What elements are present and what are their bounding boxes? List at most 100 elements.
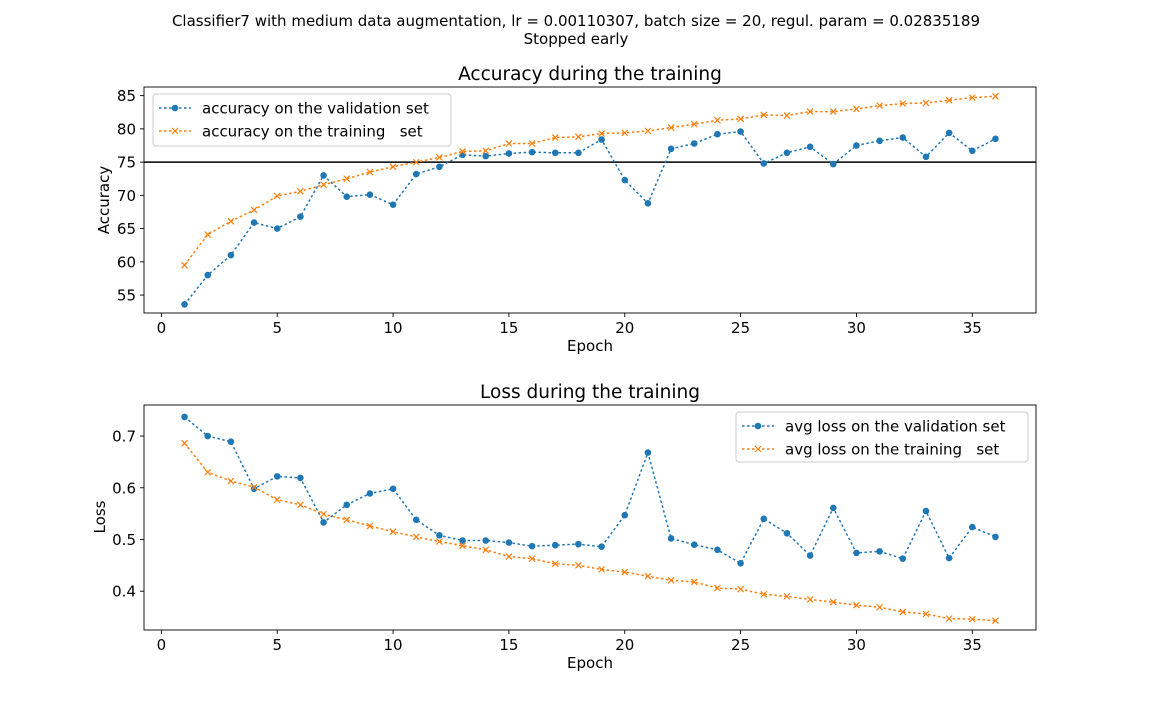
loss-data-point [366, 522, 374, 530]
accuracy-data-point [343, 193, 351, 200]
accuracy-legend-label: accuracy on the training set [202, 123, 423, 141]
loss-data-point [829, 598, 837, 606]
accuracy-x-tick-label: 0 [157, 319, 167, 337]
accuracy-data-point [876, 137, 883, 145]
loss-data-point [435, 538, 443, 545]
accuracy-chart: Accuracy during the training Epoch Accur… [95, 64, 1037, 355]
accuracy-data-point [992, 135, 999, 143]
accuracy-axes-frame [143, 86, 1037, 314]
accuracy-data-point [644, 200, 652, 207]
loss-data-point [551, 560, 559, 568]
accuracy-data-point [343, 175, 351, 183]
accuracy-data-point [320, 172, 327, 179]
loss-series-line [184, 416, 996, 565]
loss-data-point [273, 496, 281, 504]
accuracy-y-axis-label: Accuracy [95, 166, 113, 235]
accuracy-y-tick-label: 60 [117, 253, 136, 271]
accuracy-data-point [621, 176, 629, 184]
loss-data-point [737, 585, 745, 593]
accuracy-data-point [227, 251, 235, 259]
loss-data-point [760, 590, 768, 598]
loss-y-tick-label: 0.7 [112, 428, 136, 446]
loss-data-point [343, 516, 351, 524]
accuracy-data-point [436, 163, 443, 171]
loss-data-point [551, 541, 559, 549]
accuracy-data-point [598, 130, 606, 137]
loss-data-point [690, 541, 698, 548]
accuracy-data-point [876, 102, 884, 110]
loss-data-point [760, 515, 768, 523]
accuracy-data-point [250, 219, 258, 226]
loss-data-point [667, 576, 675, 584]
loss-data-point [714, 584, 721, 592]
loss-data-point [297, 474, 304, 482]
loss-data-point [528, 555, 536, 563]
accuracy-x-tick-label: 35 [963, 319, 982, 337]
loss-legend-label: avg loss on the validation set [785, 418, 1006, 436]
accuracy-data-point [505, 140, 513, 147]
accuracy-x-tick-label: 20 [615, 319, 634, 337]
accuracy-y-tick-label: 80 [117, 120, 136, 138]
accuracy-data-point [714, 130, 721, 138]
accuracy-data-point [968, 94, 976, 102]
loss-data-point [644, 572, 652, 580]
accuracy-data-point [296, 187, 304, 195]
loss-data-point [968, 523, 976, 531]
accuracy-data-point [297, 213, 304, 220]
accuracy-data-point [829, 160, 837, 168]
accuracy-data-point [621, 129, 629, 137]
loss-data-point [690, 578, 698, 586]
loss-data-point [459, 537, 466, 544]
loss-series-line [183, 442, 996, 622]
loss-data-point [343, 501, 351, 509]
loss-y-tick-label: 0.4 [112, 583, 136, 601]
loss-x-tick-label: 5 [272, 636, 282, 654]
loss-data-point [899, 608, 907, 616]
accuracy-legend-marker [171, 127, 179, 135]
accuracy-data-point [806, 108, 814, 116]
loss-legend-label: avg loss on the training set [785, 441, 999, 459]
loss-legend-box [735, 411, 1029, 463]
accuracy-data-point [968, 147, 976, 155]
figure-title: Classifier7 with medium data augmentatio… [172, 12, 980, 30]
accuracy-series-training [181, 92, 999, 269]
accuracy-data-point [320, 181, 327, 189]
loss-data-point [922, 507, 930, 515]
accuracy-x-tick-label: 5 [272, 319, 282, 337]
loss-data-point [459, 542, 466, 550]
accuracy-legend-box [152, 93, 452, 147]
loss-data-point [853, 549, 860, 557]
accuracy-data-point [598, 136, 605, 143]
accuracy-data-point [922, 99, 930, 107]
loss-data-point [806, 596, 814, 603]
accuracy-data-point [899, 134, 907, 141]
accuracy-data-point [435, 154, 443, 161]
loss-x-axis-label: Epoch [567, 654, 613, 672]
loss-data-point [227, 438, 235, 446]
accuracy-data-point [575, 149, 582, 157]
loss-data-point [389, 485, 397, 493]
loss-x-tick-label: 35 [963, 636, 982, 654]
accuracy-data-point [250, 206, 258, 214]
accuracy-legend-label: accuracy on the validation set [202, 100, 429, 118]
accuracy-data-point [389, 201, 397, 208]
loss-data-point [899, 555, 907, 562]
loss-data-point [181, 439, 188, 447]
loss-axes-frame [143, 404, 1037, 631]
loss-legend: avg loss on the validation set avg loss o… [735, 411, 1029, 463]
loss-data-point [667, 535, 675, 542]
loss-data-point [412, 516, 420, 524]
loss-y-axis-label: Loss [91, 500, 109, 533]
accuracy-data-point [667, 145, 675, 153]
accuracy-data-point [366, 168, 374, 176]
loss-data-point [806, 552, 814, 559]
accuracy-data-point [667, 124, 675, 131]
accuracy-y-tick-label: 70 [117, 187, 136, 205]
loss-data-point [783, 529, 791, 537]
loss-chart: Loss during the training Epoch Loss 0 5 10… [91, 382, 1037, 672]
loss-data-point [250, 483, 258, 491]
accuracy-data-point [690, 120, 698, 128]
loss-data-point [922, 610, 930, 618]
accuracy-data-point [528, 148, 536, 156]
accuracy-data-point [459, 148, 466, 155]
